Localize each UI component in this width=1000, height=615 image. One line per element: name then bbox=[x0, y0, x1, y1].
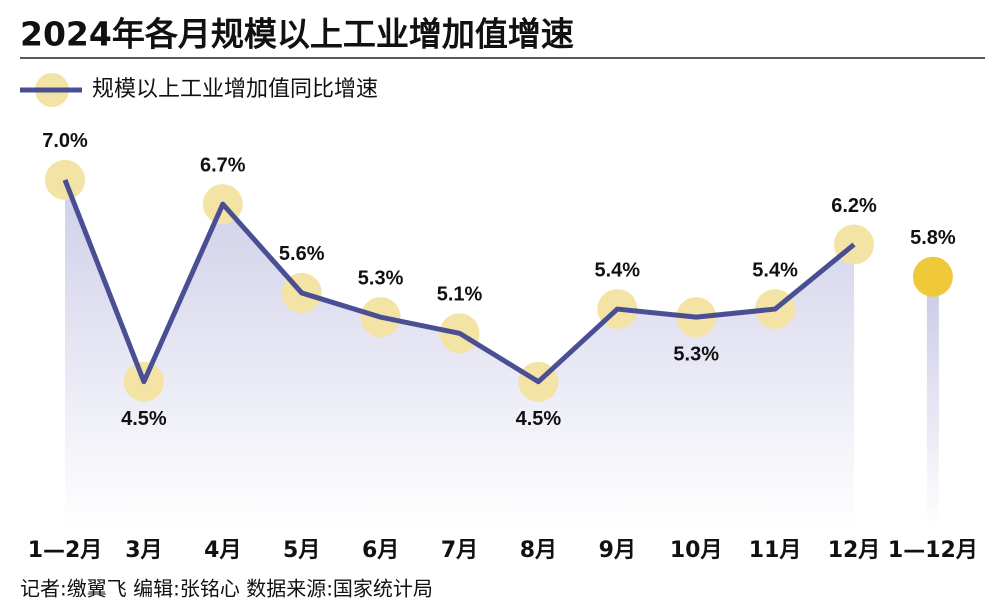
value-label: 5.8% bbox=[910, 227, 956, 249]
x-tick-label: 12月 bbox=[828, 538, 881, 563]
x-tick-label: 10月 bbox=[670, 538, 723, 563]
value-label: 6.2% bbox=[831, 195, 877, 217]
point bbox=[912, 256, 953, 297]
x-tick-label: 1—2月 bbox=[28, 538, 103, 563]
area bbox=[65, 179, 854, 527]
x-tick-label: 11月 bbox=[749, 538, 802, 563]
x-tick-label: 7月 bbox=[441, 538, 478, 563]
legend-label: 规模以上工业增加值同比增速 bbox=[92, 77, 378, 102]
value-label: 5.3% bbox=[673, 343, 719, 365]
x-tick-label: 4月 bbox=[204, 538, 241, 563]
x-tick-label: 8月 bbox=[520, 538, 557, 563]
credits: 记者:缴翼飞 编辑:张铭心 数据来源:国家统计局 bbox=[20, 577, 433, 601]
x-tick-label: 5月 bbox=[283, 538, 320, 563]
value-label: 5.3% bbox=[358, 267, 404, 289]
plot: 7.0% 4.5% 6.7% 5.6% 5.3% 5.1% 4.5% 5.4% 5.3% 5.4%… bbox=[42, 130, 956, 527]
value-label: 4.5% bbox=[516, 408, 562, 430]
x-tick-label: 1—12月 bbox=[888, 538, 978, 563]
value-label: 5.6% bbox=[279, 243, 325, 265]
highlight-bar bbox=[926, 276, 939, 527]
value-label: 5.4% bbox=[595, 259, 641, 281]
value-label: 5.1% bbox=[437, 284, 483, 306]
value-label: 7.0% bbox=[42, 130, 88, 152]
value-label: 5.4% bbox=[752, 259, 798, 281]
x-tick-label: 6月 bbox=[362, 538, 399, 563]
series-line bbox=[62, 179, 856, 385]
x-tick-label: 9月 bbox=[599, 538, 636, 563]
value-label: 6.7% bbox=[200, 154, 246, 176]
value-label: 4.5% bbox=[121, 408, 167, 430]
x-tick-label: 3月 bbox=[125, 538, 162, 563]
chart-title: 2024年各月规模以上工业增加值增速 bbox=[20, 15, 574, 54]
